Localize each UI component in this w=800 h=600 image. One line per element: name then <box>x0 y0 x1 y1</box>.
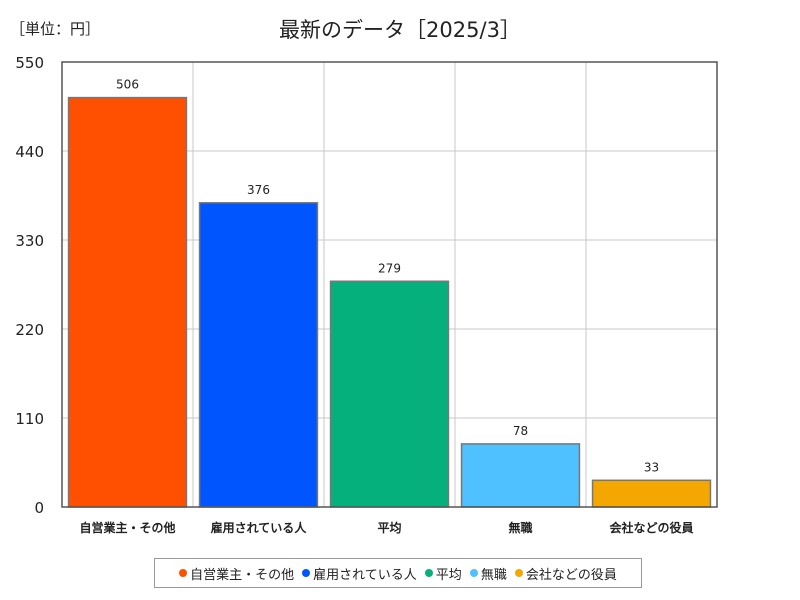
legend-marker <box>302 569 311 577</box>
x-category-label: 会社などの役員 <box>609 520 693 535</box>
legend-marker <box>424 569 433 577</box>
bar-value-label: 78 <box>513 424 528 438</box>
bar-value-label: 279 <box>378 261 401 275</box>
bar <box>67 96 188 508</box>
chart-legend: 自営業主・その他 雇用されている人 平均 無職 会社などの役員 <box>154 558 642 588</box>
unit-label: ［単位：円］ <box>10 20 101 38</box>
bar <box>329 280 450 508</box>
legend-label: 自営業主・その他 <box>190 567 295 583</box>
legend-item: 雇用されている人 <box>302 564 417 583</box>
chart-title: 最新のデータ［2025/3］ <box>279 18 521 42</box>
y-tick-label: 440 <box>15 143 44 161</box>
y-tick-label: 220 <box>15 321 44 339</box>
legend-marker <box>469 569 478 577</box>
plot-border <box>61 61 718 508</box>
bar <box>460 443 581 508</box>
legend-label: 無職 <box>480 567 507 583</box>
x-category-label: 無職 <box>508 520 532 535</box>
bar-value-label: 506 <box>116 78 139 92</box>
bar-value-label: 33 <box>644 460 659 474</box>
bar <box>591 479 712 508</box>
legend-marker <box>514 569 523 577</box>
x-category-label: 平均 <box>377 520 401 535</box>
y-tick-label: 110 <box>15 410 44 428</box>
x-category-label: 雇用されている人 <box>211 520 308 535</box>
legend-marker <box>179 569 188 577</box>
y-tick-label: 550 <box>15 54 44 72</box>
x-category-label: 自営業主・その他 <box>79 520 175 535</box>
bar-value-label: 376 <box>247 183 270 197</box>
bar <box>198 202 319 508</box>
legend-item: 自営業主・その他 <box>179 564 294 583</box>
y-tick-label: 330 <box>15 232 44 250</box>
legend-item: 平均 <box>424 564 462 583</box>
legend-label: 雇用されている人 <box>313 567 417 583</box>
legend-label: 会社などの役員 <box>525 567 617 583</box>
legend-label: 平均 <box>435 567 462 583</box>
legend-item: 無職 <box>469 564 507 583</box>
legend-item: 会社などの役員 <box>514 564 617 583</box>
y-tick-label: 0 <box>34 499 44 517</box>
